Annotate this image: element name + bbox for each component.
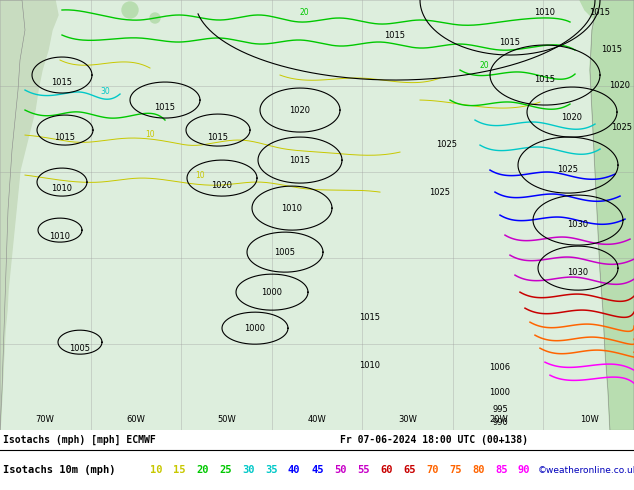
- Text: 1015: 1015: [500, 38, 521, 47]
- Text: 1005: 1005: [70, 343, 91, 353]
- Text: 1015: 1015: [590, 8, 611, 17]
- Text: 1015: 1015: [384, 30, 406, 40]
- Text: 995: 995: [492, 405, 508, 414]
- Text: 50: 50: [334, 465, 347, 475]
- Text: Fr 07-06-2024 18:00 UTC (00+138): Fr 07-06-2024 18:00 UTC (00+138): [340, 435, 528, 445]
- Text: 1020: 1020: [562, 113, 583, 122]
- Text: 1010: 1010: [534, 8, 555, 17]
- Text: 1015: 1015: [602, 45, 623, 54]
- Text: 1020: 1020: [609, 81, 630, 90]
- Text: 40: 40: [288, 465, 301, 475]
- Text: 1015: 1015: [55, 133, 75, 142]
- Text: 1025: 1025: [436, 140, 458, 149]
- Text: 65: 65: [403, 465, 415, 475]
- Polygon shape: [0, 0, 58, 430]
- Text: 1025: 1025: [612, 123, 633, 132]
- Text: 1015: 1015: [207, 133, 228, 142]
- Text: 1000: 1000: [245, 324, 266, 333]
- Text: 10: 10: [145, 130, 155, 139]
- Text: 1020: 1020: [212, 181, 233, 190]
- Text: 1015: 1015: [359, 313, 380, 322]
- Text: 1010: 1010: [359, 361, 380, 370]
- Text: 35: 35: [265, 465, 278, 475]
- Text: 20W: 20W: [489, 415, 508, 424]
- Text: 1020: 1020: [290, 105, 311, 115]
- Text: 55: 55: [357, 465, 370, 475]
- Text: 30: 30: [100, 87, 110, 96]
- Text: 45: 45: [311, 465, 323, 475]
- Text: Isotachs 10m (mph): Isotachs 10m (mph): [3, 465, 115, 475]
- Text: 1015: 1015: [51, 77, 72, 87]
- Text: 1005: 1005: [275, 247, 295, 257]
- Text: 990: 990: [492, 418, 508, 427]
- Text: 80: 80: [472, 465, 484, 475]
- Text: 1015: 1015: [155, 102, 176, 112]
- Text: 40W: 40W: [307, 415, 327, 424]
- Text: 20: 20: [196, 465, 209, 475]
- Text: 10: 10: [195, 171, 205, 180]
- Text: 1030: 1030: [567, 268, 588, 277]
- Text: 85: 85: [495, 465, 507, 475]
- Text: 1000: 1000: [261, 288, 283, 296]
- Text: 1025: 1025: [557, 165, 578, 174]
- Text: 70W: 70W: [36, 415, 55, 424]
- Text: 20: 20: [480, 61, 489, 70]
- Polygon shape: [590, 0, 634, 430]
- Text: 20: 20: [300, 8, 309, 17]
- Text: 60W: 60W: [126, 415, 145, 424]
- Text: 1015: 1015: [290, 156, 311, 165]
- Circle shape: [150, 13, 160, 23]
- Text: Isotachs (mph) [mph] ECMWF: Isotachs (mph) [mph] ECMWF: [3, 435, 156, 445]
- Text: 1015: 1015: [534, 75, 555, 84]
- Text: 1010: 1010: [49, 232, 70, 241]
- Circle shape: [122, 2, 138, 18]
- Text: 70: 70: [426, 465, 439, 475]
- Polygon shape: [580, 0, 634, 35]
- Text: 60: 60: [380, 465, 392, 475]
- Text: 1010: 1010: [281, 204, 302, 213]
- Text: 1025: 1025: [429, 188, 451, 197]
- Text: 1000: 1000: [489, 388, 510, 397]
- Text: 75: 75: [449, 465, 462, 475]
- Text: 30: 30: [242, 465, 254, 475]
- Text: 25: 25: [219, 465, 231, 475]
- Text: 1010: 1010: [51, 184, 72, 193]
- Text: 1006: 1006: [489, 363, 510, 372]
- Text: 50W: 50W: [217, 415, 236, 424]
- Text: 15: 15: [173, 465, 186, 475]
- Text: 10: 10: [150, 465, 162, 475]
- Polygon shape: [0, 0, 25, 430]
- Text: 1030: 1030: [567, 220, 588, 229]
- Text: 90: 90: [518, 465, 531, 475]
- Text: 10W: 10W: [579, 415, 598, 424]
- Text: 30W: 30W: [398, 415, 417, 424]
- Text: ©weatheronline.co.uk: ©weatheronline.co.uk: [538, 466, 634, 475]
